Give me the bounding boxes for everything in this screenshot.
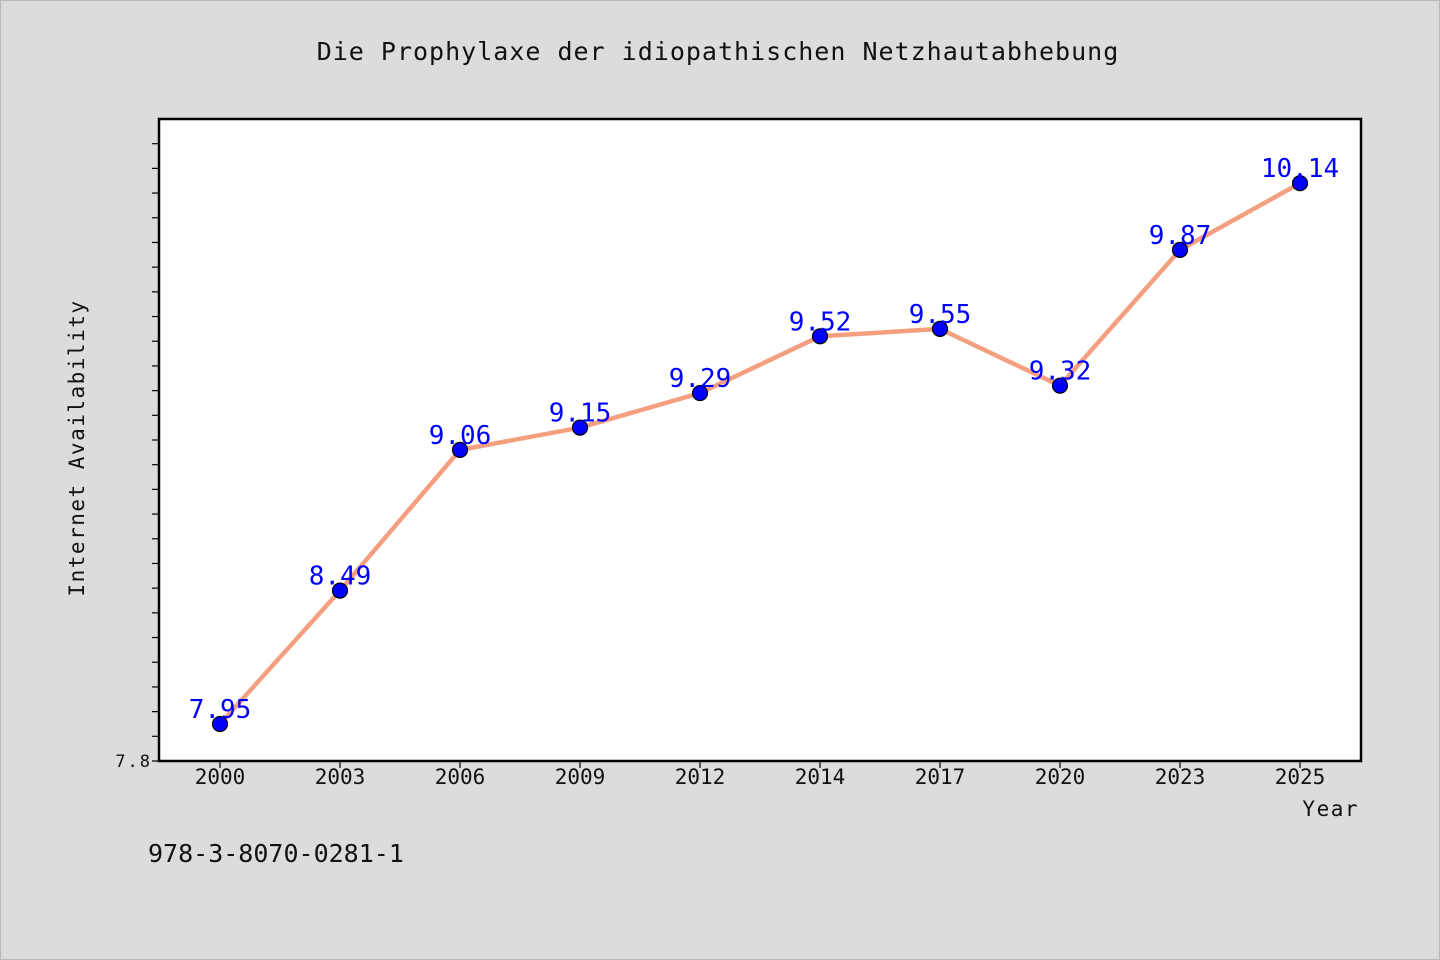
data-point xyxy=(1291,175,1309,192)
series-line xyxy=(217,180,1303,727)
data-point xyxy=(811,328,829,345)
x-tick-label: 2025 xyxy=(1275,765,1326,789)
x-axis-ticks: 2000 2003 2006 2009 2012 2014 2017 2020 2023 2025 xyxy=(195,761,1326,789)
x-tick-label: 2012 xyxy=(675,765,726,789)
data-point xyxy=(691,384,709,402)
data-point xyxy=(331,582,349,599)
data-label: 9.87 xyxy=(1149,221,1212,251)
data-point xyxy=(451,441,469,458)
data-label: 9.29 xyxy=(669,364,732,394)
data-label: 9.32 xyxy=(1029,357,1092,387)
y-axis-ticks xyxy=(152,143,159,762)
data-point xyxy=(211,715,229,733)
data-label: 9.06 xyxy=(429,421,492,451)
chart-title: Die Prophylaxe der idiopathischen Netzha… xyxy=(317,37,1120,66)
x-tick-label: 2023 xyxy=(1155,765,1206,789)
data-label-group: 7.95 8.49 9.06 9.15 9.29 9.52 9.55 9.32 9.87 10.1… xyxy=(189,154,1339,725)
marker-group xyxy=(211,175,1309,733)
footer-isbn: 978-3-8070-0281-1 xyxy=(148,839,404,868)
x-tick-label: 2003 xyxy=(315,765,366,789)
series-line-group xyxy=(217,180,1303,727)
x-tick-label: 2006 xyxy=(435,765,486,789)
x-tick-label: 2000 xyxy=(195,765,246,789)
y-axis-label: Internet Availability xyxy=(65,299,89,596)
x-tick-label: 2017 xyxy=(915,765,966,789)
data-point xyxy=(1051,377,1069,394)
y-tick-label: 7.8 xyxy=(115,752,152,772)
x-axis-label: Year xyxy=(1302,797,1359,821)
data-point xyxy=(1171,241,1189,258)
x-tick-label: 2009 xyxy=(555,765,606,789)
data-point xyxy=(571,419,589,436)
x-tick-label: 2014 xyxy=(795,765,846,789)
data-label: 9.15 xyxy=(549,399,612,429)
data-label: 8.49 xyxy=(309,562,372,592)
data-label: 7.95 xyxy=(189,695,252,725)
plot-area xyxy=(157,117,1363,763)
data-label: 9.55 xyxy=(909,300,972,330)
data-label: 10.14 xyxy=(1261,154,1339,184)
x-tick-label: 2020 xyxy=(1035,765,1086,789)
data-label: 9.52 xyxy=(789,307,852,337)
data-point xyxy=(931,320,949,337)
